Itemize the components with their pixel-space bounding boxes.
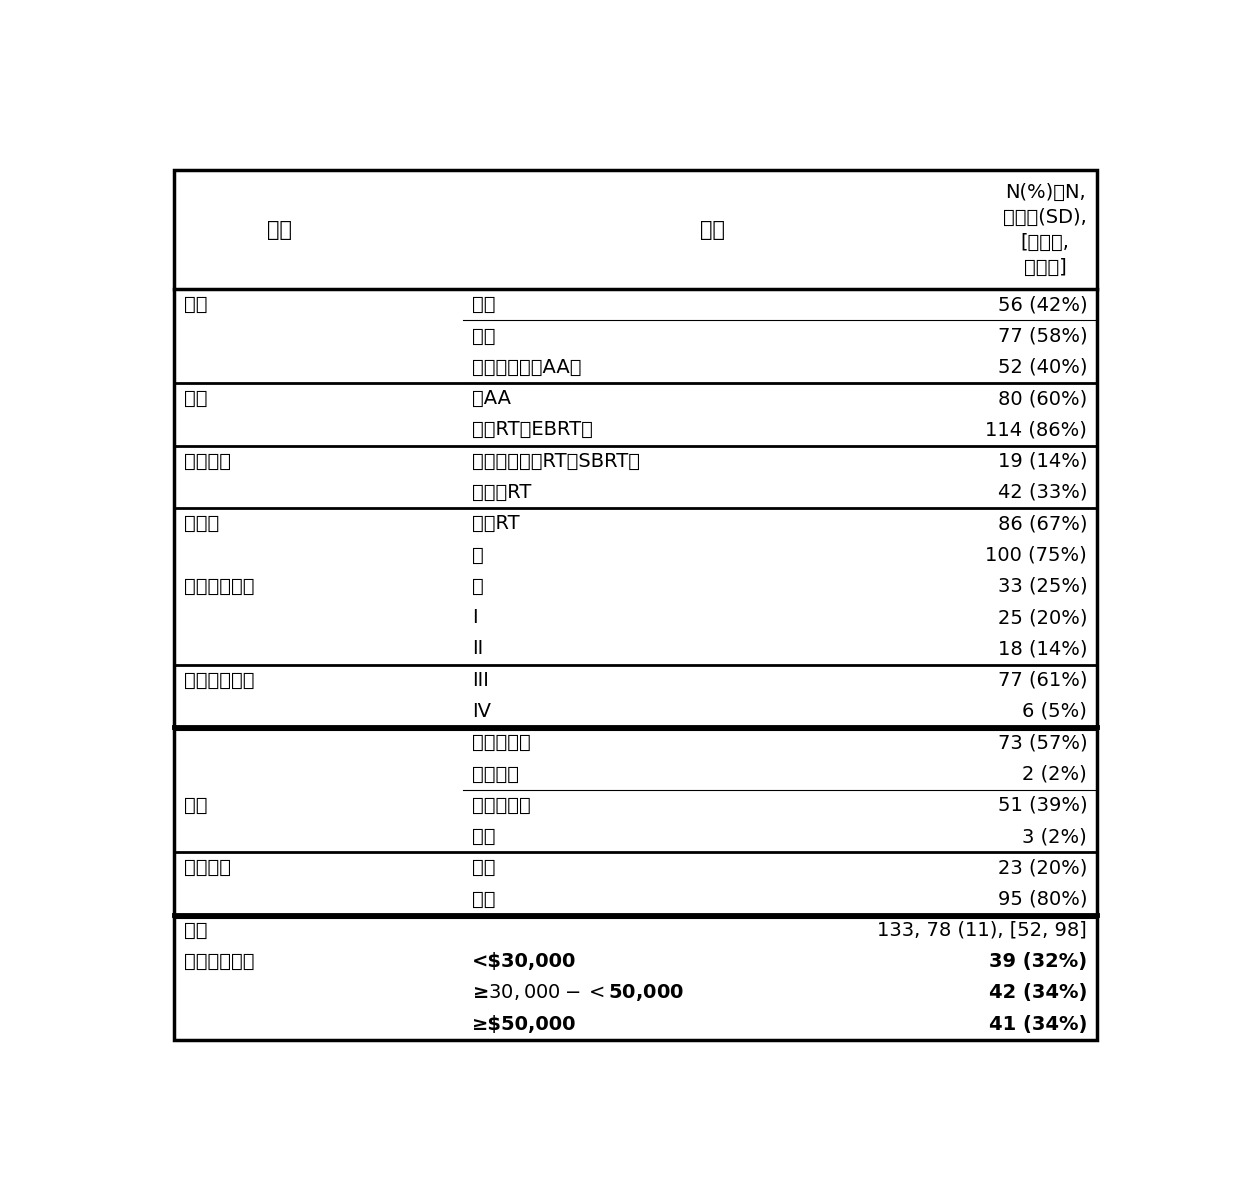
- Text: 辐射疗法: 辐射疗法: [184, 452, 231, 471]
- Text: 不吸烟者: 不吸烟者: [472, 765, 520, 784]
- Text: 80 (60%): 80 (60%): [998, 389, 1087, 408]
- Text: III: III: [472, 671, 489, 690]
- Text: 41 (34%): 41 (34%): [988, 1014, 1087, 1033]
- Text: 局部肿瘤控制: 局部肿瘤控制: [184, 577, 254, 596]
- Text: 100 (75%): 100 (75%): [986, 546, 1087, 565]
- Text: 水平: 水平: [699, 220, 725, 240]
- Text: 33 (25%): 33 (25%): [997, 577, 1087, 596]
- Text: ≥$30,000-<$50,000: ≥$30,000-<$50,000: [472, 982, 684, 1004]
- Text: 42 (33%): 42 (33%): [998, 483, 1087, 502]
- Text: 39 (32%): 39 (32%): [990, 952, 1087, 971]
- Text: 73 (57%): 73 (57%): [997, 734, 1087, 753]
- Text: IV: IV: [472, 702, 491, 721]
- Text: 诊断时的分期: 诊断时的分期: [184, 671, 254, 690]
- Text: 外束RT（EBRT）: 外束RT（EBRT）: [472, 421, 593, 440]
- Text: 男性: 男性: [472, 327, 496, 346]
- Text: 3 (2%): 3 (2%): [1023, 828, 1087, 847]
- Text: 18 (14%): 18 (14%): [998, 640, 1087, 659]
- Text: 114 (86%): 114 (86%): [986, 421, 1087, 440]
- Text: 变量: 变量: [268, 220, 293, 240]
- Text: 中值家庭收入: 中值家庭收入: [184, 952, 254, 971]
- Text: N(%)或N,
平均值(SD),
[最小值,
最大值]: N(%)或N, 平均值(SD), [最小值, 最大值]: [1003, 183, 1087, 277]
- Text: ≥$50,000: ≥$50,000: [472, 1014, 577, 1033]
- Text: 95 (80%): 95 (80%): [998, 889, 1087, 908]
- Text: 6 (5%): 6 (5%): [1022, 702, 1087, 721]
- Text: 51 (39%): 51 (39%): [997, 795, 1087, 814]
- Text: 否: 否: [472, 577, 484, 596]
- Text: 非AA: 非AA: [472, 389, 511, 408]
- Text: 非裔美国人（AA）: 非裔美国人（AA）: [472, 358, 582, 377]
- Text: 种族: 种族: [184, 389, 207, 408]
- Text: 治疗组: 治疗组: [184, 515, 219, 534]
- Text: I: I: [472, 608, 477, 627]
- Text: 未知: 未知: [472, 828, 496, 847]
- Text: <$30,000: <$30,000: [472, 952, 577, 971]
- Text: 77 (58%): 77 (58%): [997, 327, 1087, 346]
- Text: 化疗RT: 化疗RT: [472, 515, 520, 534]
- Text: 86 (67%): 86 (67%): [998, 515, 1087, 534]
- Text: 77 (61%): 77 (61%): [998, 671, 1087, 690]
- Text: 单独的RT: 单独的RT: [472, 483, 532, 502]
- Text: 性别: 性别: [184, 295, 207, 314]
- Text: 2 (2%): 2 (2%): [1023, 765, 1087, 784]
- Text: 目前吸烟者: 目前吸烟者: [472, 734, 531, 753]
- Text: 19 (14%): 19 (14%): [998, 452, 1087, 471]
- Text: 133, 78 (11), [52, 98]: 133, 78 (11), [52, 98]: [878, 921, 1087, 940]
- Text: 肿瘤类型: 肿瘤类型: [184, 858, 231, 877]
- Text: 52 (40%): 52 (40%): [998, 358, 1087, 377]
- Text: 56 (42%): 56 (42%): [997, 295, 1087, 314]
- Text: 女性: 女性: [472, 295, 496, 314]
- Text: 年龄: 年龄: [184, 921, 207, 940]
- Text: 立体定向体部RT（SBRT）: 立体定向体部RT（SBRT）: [472, 452, 640, 471]
- Text: 25 (20%): 25 (20%): [998, 608, 1087, 627]
- Text: 吸烟: 吸烟: [184, 795, 207, 814]
- Text: II: II: [472, 640, 484, 659]
- Text: 是: 是: [472, 546, 484, 565]
- Text: 既往吸烟者: 既往吸烟者: [472, 795, 531, 814]
- Text: 42 (34%): 42 (34%): [988, 983, 1087, 1002]
- Text: 鳞癌: 鳞癌: [472, 889, 496, 908]
- Text: 23 (20%): 23 (20%): [998, 858, 1087, 877]
- Text: 腺癌: 腺癌: [472, 858, 496, 877]
